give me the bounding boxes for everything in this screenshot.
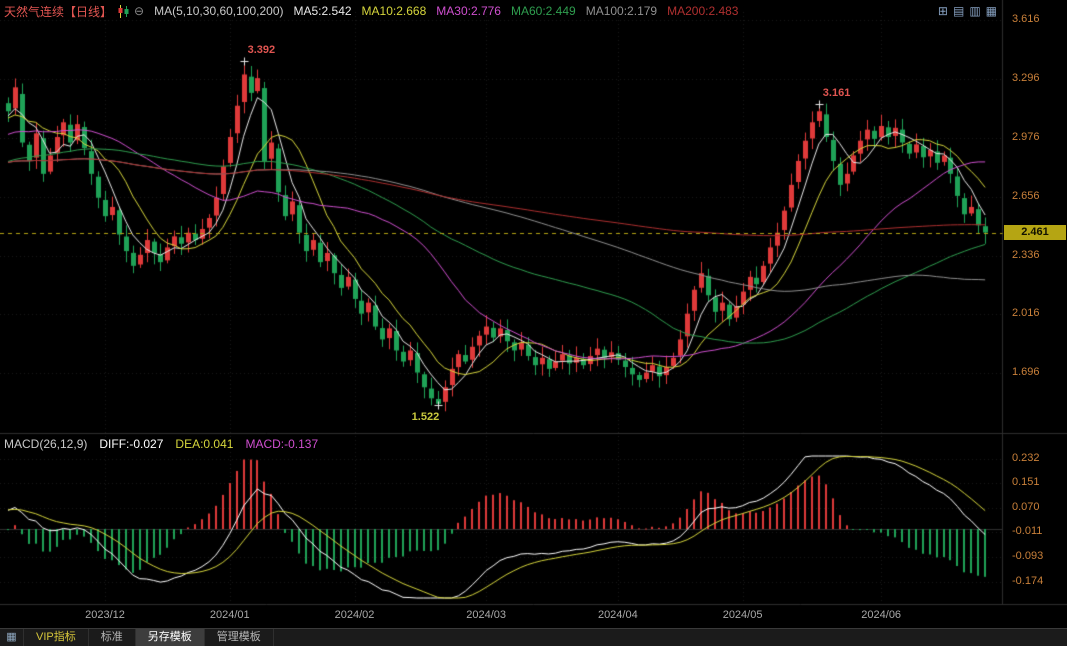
kline-style-icon[interactable] [118,4,129,18]
macd-diff-value: DIFF:-0.027 [99,437,164,451]
footer-tab-2[interactable]: 标准 [89,629,136,646]
ma-current-value: MA200:2.483 [667,4,739,18]
ma-values-group: MA5:2.542 MA10:2.668 MA30:2.776 MA60:2.449 M… [294,4,749,18]
ma-current-value: MA60:2.449 [510,4,576,18]
zoom-out-icon[interactable]: ⊖ [134,4,145,18]
ma-params-label: MA(5,10,30,60,100,200) [154,4,284,18]
ma-current-value: MA5:2.542 [293,4,352,18]
instrument-title[interactable]: 天然气连续【日线】 [4,4,113,19]
macd-dea-value: DEA:0.041 [175,437,234,451]
macd-macd-value: MACD:-0.137 [245,437,319,451]
footer-tabs-group: VIP指标 标准 另存模板 管理模板 [24,629,274,646]
ma-current-value: MA30:2.776 [436,4,501,18]
layout-cols-icon[interactable]: ▥ [969,4,981,18]
current-price-tag: 2.461 [1004,224,1066,240]
layout-rows-icon[interactable]: ▤ [952,4,965,18]
footer-tab-4[interactable]: 管理模板 [205,629,274,646]
macd-header: MACD(26,12,9) DIFF:-0.027 DEA:0.041 MACD… [4,437,318,451]
ma-current-value: MA100:2.179 [585,4,658,18]
layout-grid4-icon[interactable]: ⊞ [937,4,948,18]
footer-tab-1[interactable]: VIP指标 [24,629,89,646]
footer-tab-3[interactable]: 另存模板 [135,629,205,646]
template-grid-icon[interactable]: ▦ [0,629,24,646]
template-tab-bar: ▦ VIP指标 标准 另存模板 管理模板 [0,628,1067,646]
layout-icons-group: ⊞ ▤ ▥ ▦ [933,5,997,17]
macd-params-label: MACD(26,12,9) [4,437,88,451]
ma-current-value: MA10:2.668 [361,4,427,18]
layout-grid9-icon[interactable]: ▦ [985,4,997,18]
chart-header: 天然气连续【日线】 ⊖ MA(5,10,30,60,100,200) MA5:2… [0,0,1067,22]
